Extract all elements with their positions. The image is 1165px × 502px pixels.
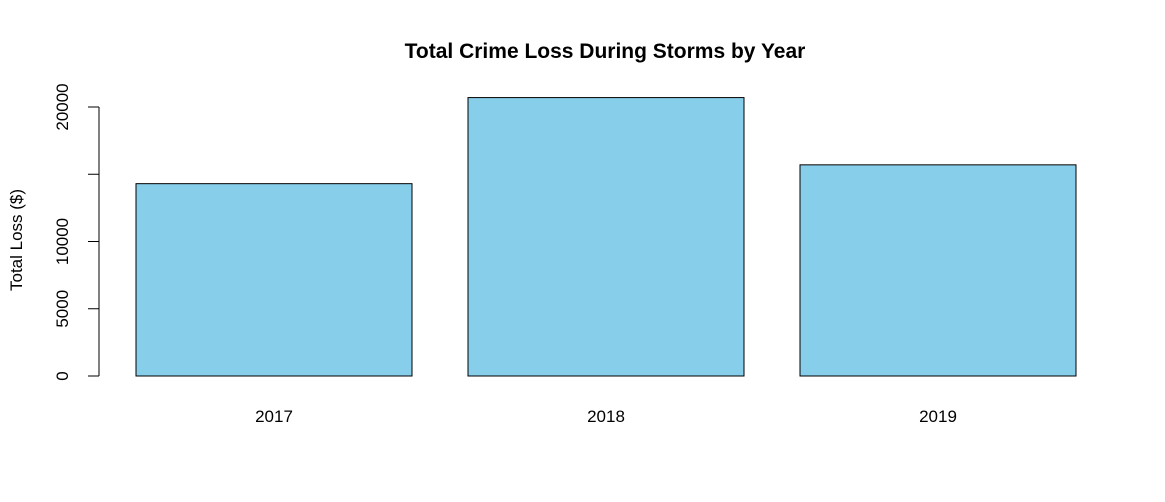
- bar-2018: [467, 97, 745, 377]
- x-tick-label: 2019: [919, 407, 957, 426]
- x-tick-label: 2018: [587, 407, 625, 426]
- y-tick-label: 20000: [53, 83, 72, 130]
- y-axis: 0 5000 10000 20000: [53, 83, 100, 381]
- x-tick-label: 2017: [255, 407, 293, 426]
- x-axis-labels: 2017 2018 2019: [255, 407, 957, 426]
- bars-group: [135, 97, 1077, 377]
- y-tick-label: 0: [53, 371, 72, 380]
- chart-title: Total Crime Loss During Storms by Year: [405, 40, 806, 63]
- y-axis-label: Total Loss ($): [7, 189, 26, 291]
- y-tick-label: 5000: [53, 290, 72, 328]
- bar-2017: [135, 183, 413, 377]
- bar-2019: [799, 164, 1077, 377]
- y-tick-label: 10000: [53, 218, 72, 265]
